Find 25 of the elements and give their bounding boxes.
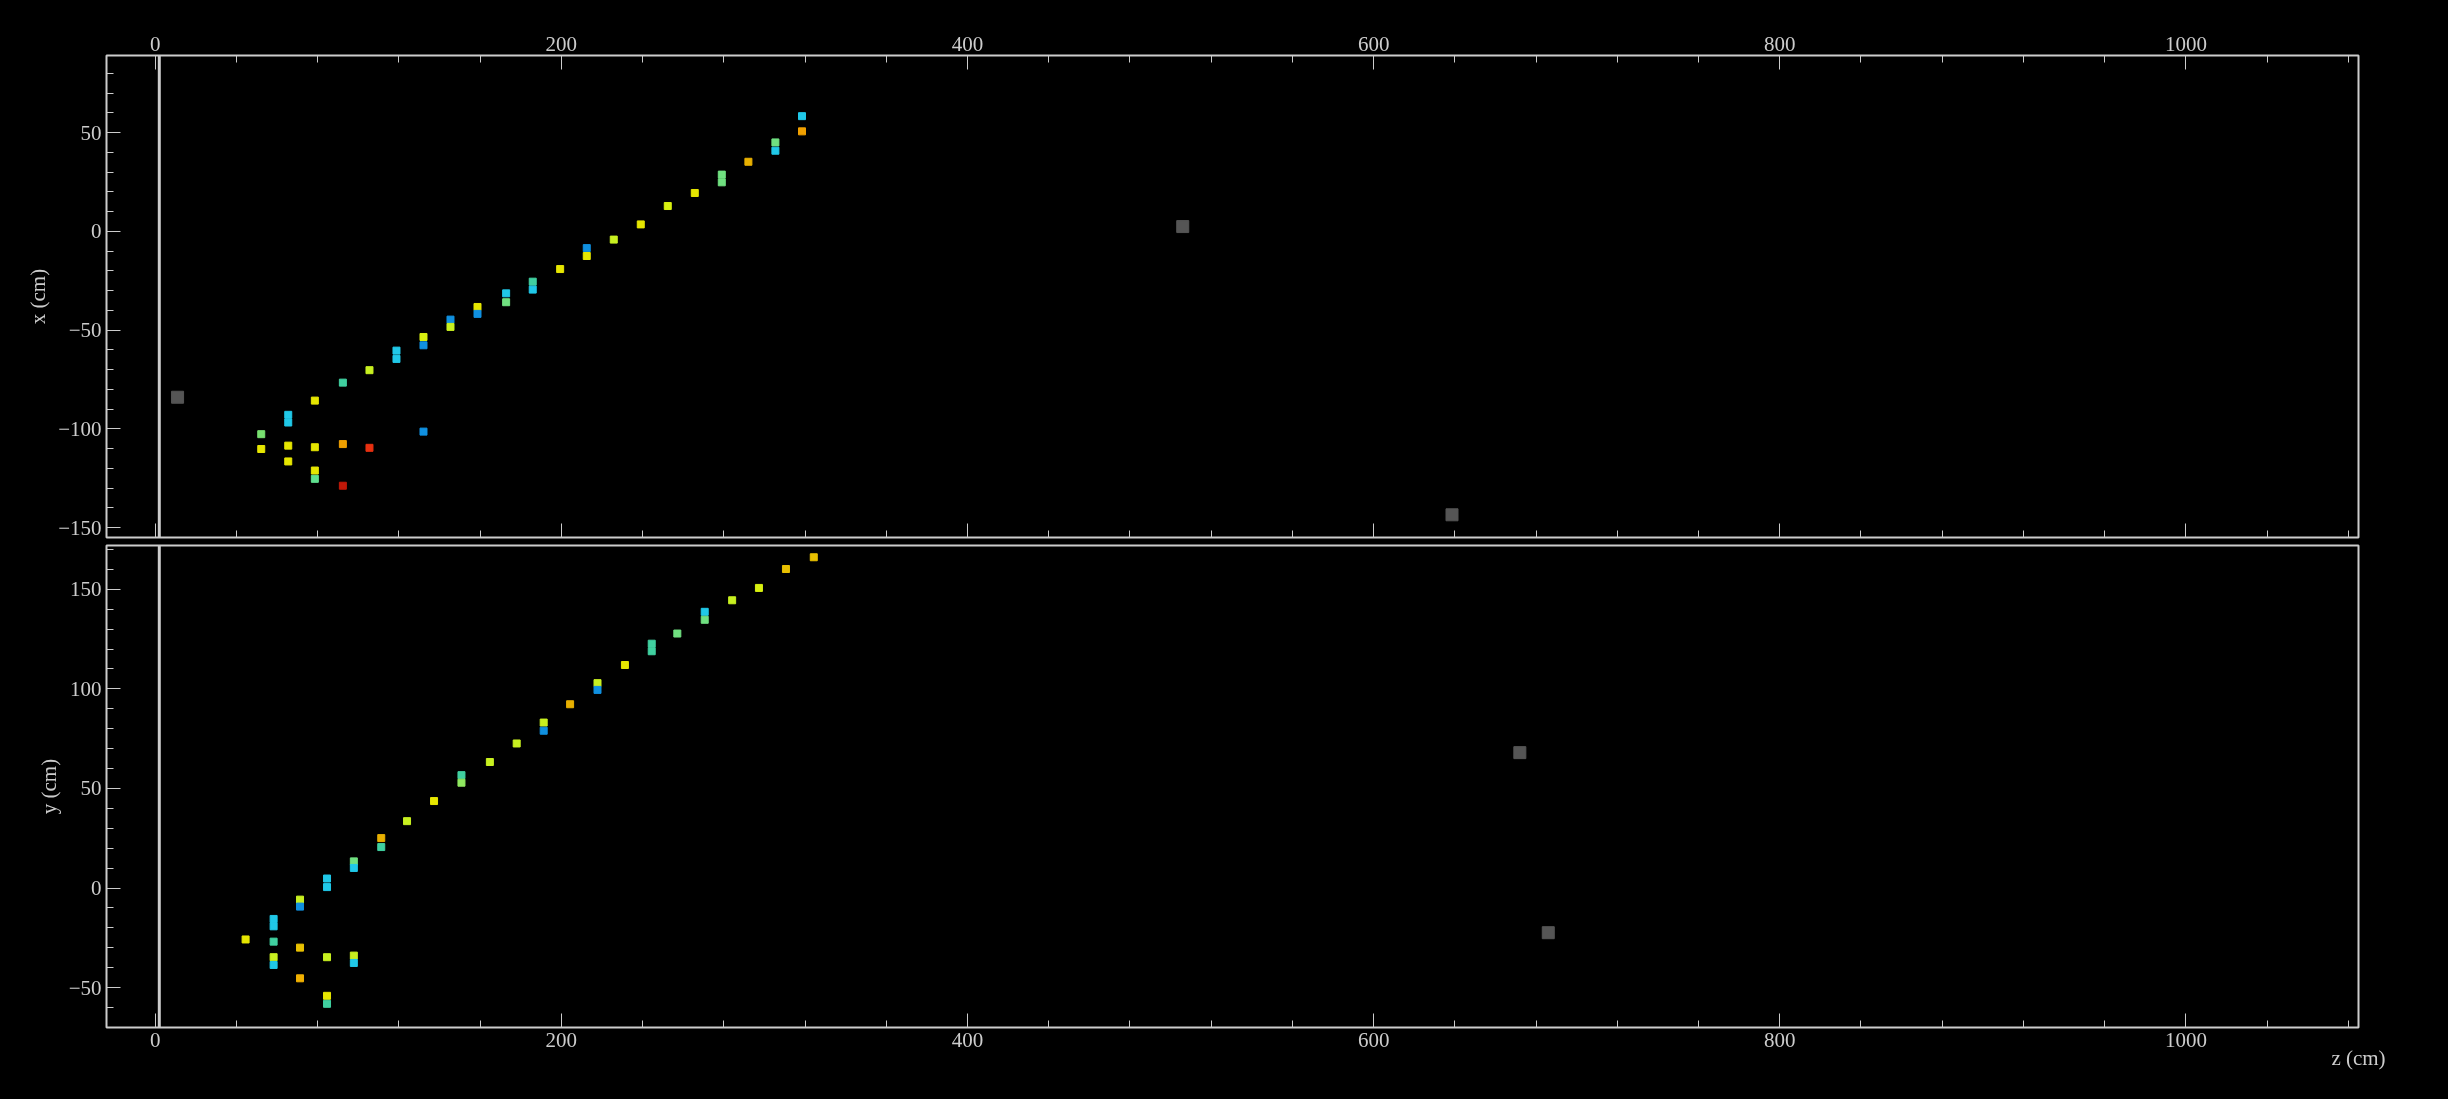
y-tick-label: 50 bbox=[80, 120, 102, 145]
x-tick-label: 0 bbox=[149, 1027, 161, 1052]
y-tick-label: −150 bbox=[58, 515, 102, 540]
y-axis-title: x (cm) bbox=[26, 268, 51, 325]
y-tick-label: 100 bbox=[70, 676, 102, 701]
x2-tick-label: 600 bbox=[1357, 31, 1390, 56]
y-tick-label: 50 bbox=[80, 776, 102, 801]
x-axis-title: z (cm) bbox=[2331, 1045, 2386, 1070]
y-tick-label: 150 bbox=[70, 577, 102, 602]
x-tick-label: 400 bbox=[951, 1027, 984, 1052]
x-tick-label: 200 bbox=[545, 1027, 578, 1052]
x2-tick-label: 0 bbox=[149, 31, 161, 56]
y-axis-title: y (cm) bbox=[36, 758, 61, 815]
y-tick-label: −50 bbox=[68, 318, 102, 343]
y-tick-label: −100 bbox=[58, 416, 102, 441]
y-tick-label: 0 bbox=[91, 219, 102, 244]
x2-tick-label: 400 bbox=[951, 31, 984, 56]
x-tick-label: 600 bbox=[1357, 1027, 1390, 1052]
x2-tick-label: 200 bbox=[545, 31, 578, 56]
x-tick-label: 1000 bbox=[2164, 1027, 2207, 1052]
x-tick-label: 800 bbox=[1764, 1027, 1796, 1052]
x2-tick-label: 1000 bbox=[2164, 31, 2207, 56]
y-tick-label: 0 bbox=[91, 876, 102, 901]
y-tick-label: −50 bbox=[68, 975, 102, 1000]
x2-tick-label: 800 bbox=[1764, 31, 1796, 56]
